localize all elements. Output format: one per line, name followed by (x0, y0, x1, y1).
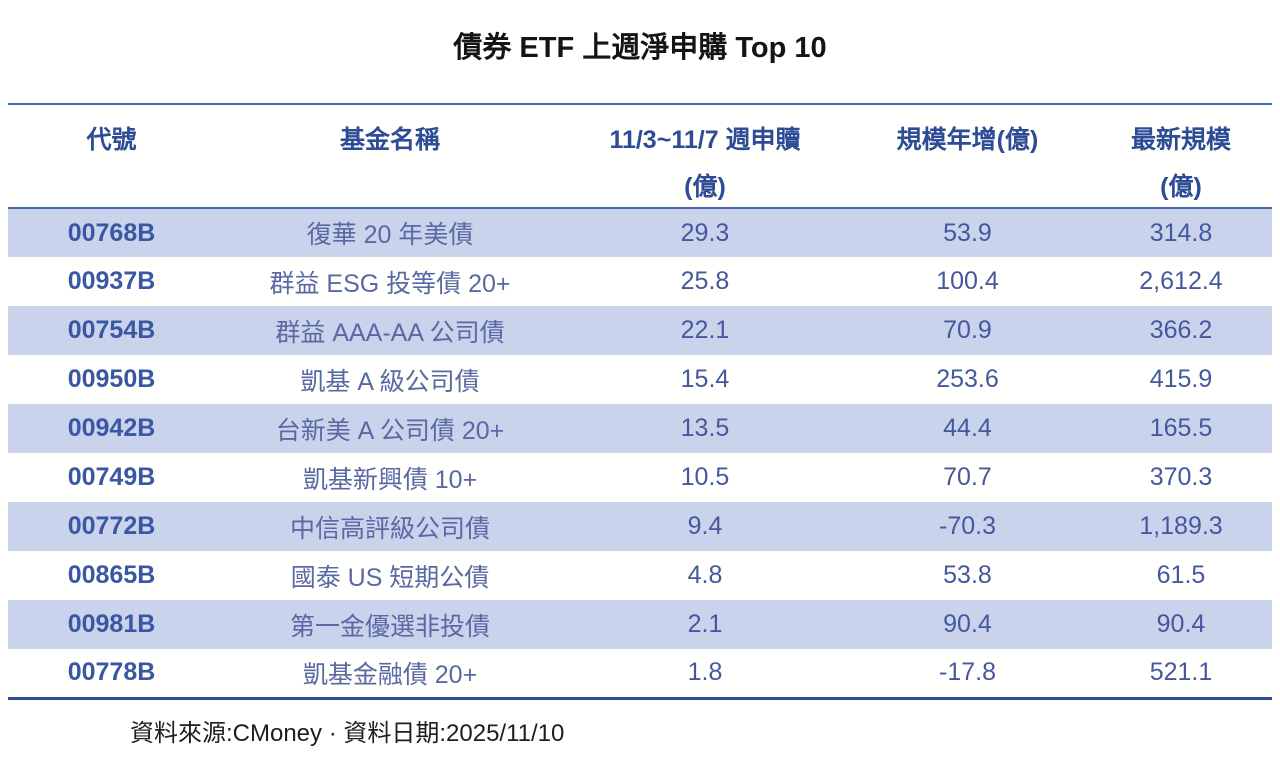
yoy-change-value: 70.9 (943, 316, 992, 344)
latest-aum-value: 314.8 (1149, 218, 1213, 247)
fund-code: 00778B (8, 649, 215, 700)
yoy-change-value: 53.9 (943, 218, 992, 247)
fund-code: 00749B (67, 463, 156, 491)
fund-code: 00950B (67, 365, 156, 393)
weekly-subscription-value: 29.3 (680, 218, 730, 247)
yoy-change-value: 70.7 (943, 463, 992, 491)
yoy-change-value: 90.4 (943, 610, 992, 638)
page-title: 債券 ETF 上週淨申購 Top 10 (453, 32, 827, 64)
latest-aum-value: 61.5 (1156, 561, 1206, 589)
column-header-unit: (億) (684, 173, 726, 201)
fund-code: 00768B (67, 218, 156, 247)
column-header-fund-name: 基金名稱 (215, 103, 565, 209)
fund-code: 00754B (67, 316, 156, 344)
fund-name: 群益 ESG 投等債 20+ (269, 269, 511, 298)
column-header-unit: (億) (1160, 173, 1202, 201)
weekly-subscription-value: 1.8 (565, 649, 845, 700)
fund-name: 凱基 A 級公司債 (300, 367, 480, 396)
column-header-label: 規模年增(億) (896, 126, 1039, 154)
table-header: 代號 基金名稱 11/3~11/7 週申贖 (億) 規模年增(億) 最新規模 (億) (8, 103, 1272, 209)
table-row: 00950B 凱基 A 級公司債 15.4 253.6 415.9 (8, 355, 1272, 404)
latest-aum-value: 370.3 (1149, 463, 1213, 491)
weekly-subscription-value: 9.4 (687, 512, 723, 540)
latest-aum-value: 1,189.3 (1139, 512, 1223, 540)
yoy-change-value: 53.8 (943, 561, 992, 589)
weekly-subscription-value: 10.5 (680, 463, 730, 491)
column-header-latest-aum: 最新規模 (億) (1090, 103, 1272, 209)
fund-name: 中信高評級公司債 (289, 514, 490, 543)
fund-name: 台新美 A 公司債 20+ (275, 416, 505, 445)
fund-code: 00981B (67, 610, 156, 638)
table-row: 00772B 中信高評級公司債 9.4 -70.3 1,189.3 (8, 502, 1272, 551)
yoy-change-value: 253.6 (936, 365, 999, 393)
table-row: 00778B 凱基金融債 20+ 1.8 -17.8 521.1 (8, 649, 1272, 700)
column-header-code: 代號 (8, 103, 215, 209)
table-row: 00754B 群益 AAA-AA 公司債 22.1 70.9 366.2 (8, 306, 1272, 355)
table-row: 00749B 凱基新興債 10+ 10.5 70.7 370.3 (8, 453, 1272, 502)
weekly-subscription-value: 15.4 (680, 365, 730, 393)
etf-table: 代號 基金名稱 11/3~11/7 週申贖 (億) 規模年增(億) 最新規模 (億)… (8, 103, 1272, 700)
yoy-change-value: 44.4 (943, 414, 992, 442)
weekly-subscription-value: 25.8 (680, 267, 730, 295)
header-row: 代號 基金名稱 11/3~11/7 週申贖 (億) 規模年增(億) 最新規模 (億) (8, 103, 1272, 209)
latest-aum-value: 165.5 (1149, 414, 1213, 442)
data-source-note: 資料來源:CMoney · 資料日期:2025/11/10 (130, 719, 565, 747)
table-row: 00865B 國泰 US 短期公債 4.8 53.8 61.5 (8, 551, 1272, 600)
weekly-subscription-value: 22.1 (680, 316, 730, 344)
etf-report-page: 債券 ETF 上週淨申購 Top 10 代號 基金名稱 11/3~11/7 週申… (0, 30, 1280, 748)
weekly-subscription-value: 4.8 (687, 561, 723, 589)
fund-code: 00937B (67, 267, 156, 295)
yoy-change-value: -70.3 (939, 512, 996, 540)
table-body: 00768B 復華 20 年美債 29.3 53.9 314.8 00937B … (8, 208, 1272, 700)
latest-aum-value: 521.1 (1090, 649, 1272, 700)
column-header-yoy-change: 規模年增(億) (845, 103, 1090, 209)
fund-name: 國泰 US 短期公債 (290, 563, 490, 592)
column-header-label: 最新規模 (1130, 126, 1231, 154)
column-header-label: 11/3~11/7 週申贖 (609, 126, 801, 154)
column-header-label: 基金名稱 (339, 126, 440, 154)
table-row: 00942B 台新美 A 公司債 20+ 13.5 44.4 165.5 (8, 404, 1272, 453)
fund-code: 00942B (67, 414, 156, 442)
fund-name: 凱基新興債 10+ (302, 465, 478, 494)
fund-name: 第一金優選非投債 (289, 612, 490, 641)
latest-aum-value: 2,612.4 (1139, 267, 1223, 295)
yoy-change-value: -17.8 (845, 649, 1090, 700)
fund-name: 凱基金融債 20+ (215, 649, 565, 700)
latest-aum-value: 415.9 (1149, 365, 1213, 393)
fund-name: 復華 20 年美債 (306, 221, 474, 249)
latest-aum-value: 366.2 (1149, 316, 1213, 344)
latest-aum-value: 90.4 (1156, 610, 1206, 638)
weekly-subscription-value: 13.5 (680, 414, 730, 442)
table-row: 00768B 復華 20 年美債 29.3 53.9 314.8 (8, 208, 1272, 257)
fund-name: 群益 AAA-AA 公司債 (275, 318, 505, 347)
column-header-label: 代號 (86, 126, 137, 154)
column-header-weekly-subscription: 11/3~11/7 週申贖 (億) (565, 103, 845, 209)
yoy-change-value: 100.4 (936, 267, 999, 295)
table-row: 00981B 第一金優選非投債 2.1 90.4 90.4 (8, 600, 1272, 649)
fund-code: 00772B (67, 512, 156, 540)
weekly-subscription-value: 2.1 (687, 610, 723, 638)
table-row: 00937B 群益 ESG 投等債 20+ 25.8 100.4 2,612.4 (8, 257, 1272, 306)
fund-code: 00865B (67, 561, 156, 589)
